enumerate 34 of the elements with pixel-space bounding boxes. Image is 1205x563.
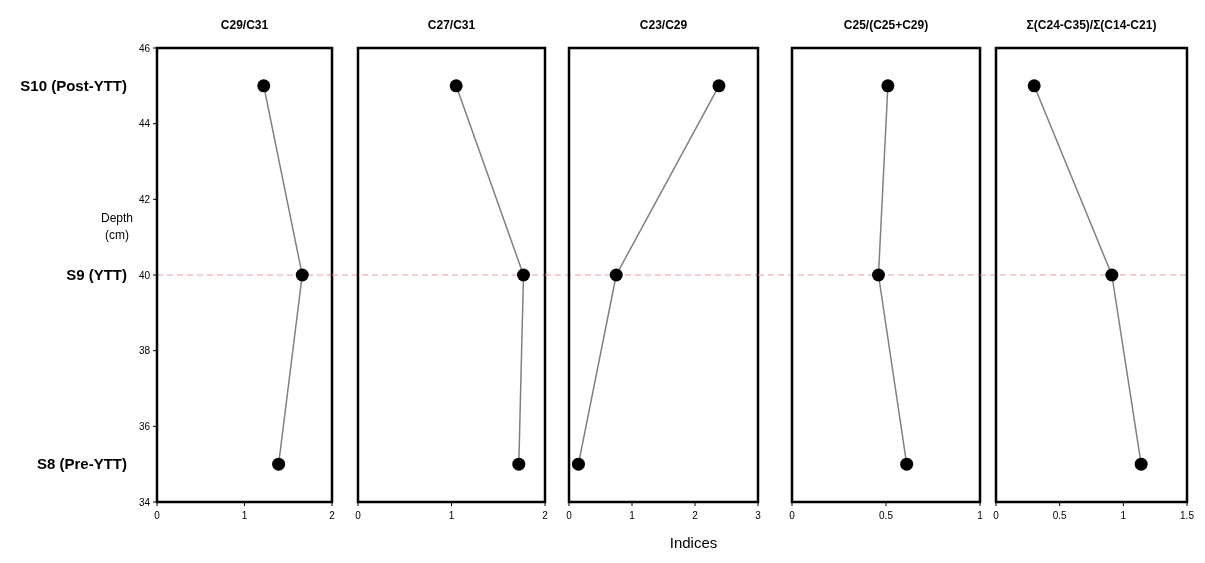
x-tick-label: 0 [566,510,573,521]
y-tick-label: 40 [138,269,151,281]
x-tick-label: 0 [154,510,161,521]
y-tick-label: 46 [138,42,151,54]
x-tick-label: 1 [241,510,248,521]
y-tick-label: 42 [138,193,151,205]
x-tick-label: 0 [993,510,1000,521]
x-tick-label: 1 [1120,510,1127,521]
chart-title: C27/C31 [427,18,476,32]
y-tick-label: 44 [138,118,151,130]
x-tick-label: 0.5 [1052,510,1068,521]
text: S9 (YTT) [66,266,127,283]
y-tick-label: 34 [138,496,151,508]
y-axis-title: Depth (cm) [100,211,134,242]
x-tick-label: 2 [542,510,549,521]
text: S8 (Pre-YTT) [36,455,127,473]
x-tick-label: 3 [755,510,762,521]
chart-title: C25/(C25+C29) [843,18,929,32]
text: S10 (Post-YTT) [20,76,127,94]
x-tick-label: 0 [789,510,796,521]
x-tick-label: 2 [692,510,699,521]
x-tick-label: 1 [977,510,984,521]
x-tick-label: 1 [448,510,455,521]
chart-title: C29/C31 [220,18,269,32]
x-tick-label: 0 [355,510,362,521]
y-tick-label: 38 [138,345,151,357]
x-tick-label: 1 [629,510,636,521]
chart-title: C23/C29 [639,18,688,32]
x-axis-title: Indices [669,534,718,551]
x-tick-label: 2 [329,510,336,521]
y-tick-label: 36 [138,420,151,432]
x-tick-label: 0.5 [879,510,894,521]
x-tick-label: 1.5 [1180,510,1195,521]
chart-title: Σ(C24-C35)/Σ(C14-C21) [1026,18,1157,32]
